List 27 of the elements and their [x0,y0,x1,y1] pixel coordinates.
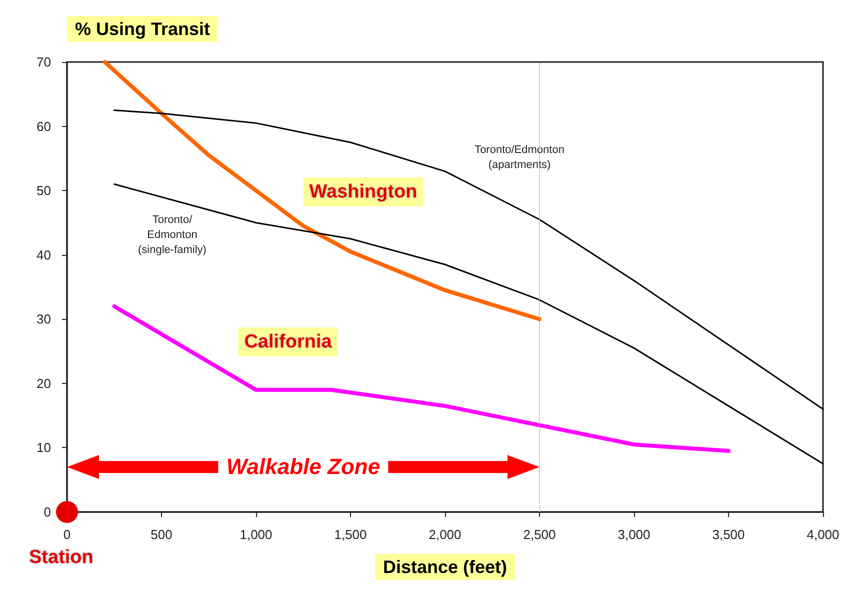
series-label: Washington [309,181,418,202]
y-tick-label: 40 [36,247,51,262]
y-axis-title: % Using Transit [75,19,210,39]
annotation: Station [29,547,94,568]
annotation: Walkable Zone [218,454,388,480]
x-tick-label: 2,000 [428,527,462,542]
x-tick-label: 3,500 [712,527,745,542]
series-label: Toronto/Edmonton (apartments) [474,144,564,171]
line-series [114,109,824,410]
line-series [112,304,730,453]
x-tick-label: 2,500 [523,527,556,542]
y-tick-label: 70 [36,54,51,70]
x-axis-title: Distance (feet) [382,557,508,577]
x-tick-label: 0 [63,527,71,542]
y-tick-label: 10 [36,440,51,456]
y-tick-label: 0 [44,504,51,520]
x-tick-label: 1,000 [240,527,272,542]
x-tick-label: 500 [150,527,172,542]
y-tick-label: 60 [36,118,51,134]
series-label: California [244,331,332,352]
x-tick-label: 3,000 [618,527,650,542]
y-tick-label: 20 [36,376,51,391]
y-tick-label: 30 [36,312,51,327]
series-label: Toronto/ Edmonton (single-family) [138,214,206,256]
x-tick-label: 4,000 [806,527,840,542]
x-tick-label: 1,500 [334,527,367,542]
y-tick-label: 50 [36,183,51,198]
